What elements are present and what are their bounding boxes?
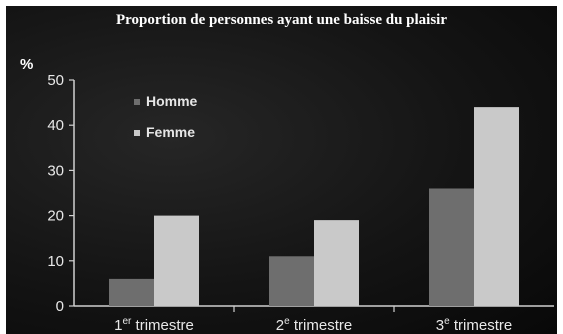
x-tick-label: 2e trimestre [276,316,352,334]
legend-label-homme: Homme [146,93,198,109]
legend-swatch-homme [134,99,140,105]
y-axis-label: % [20,56,34,73]
y-tick-label: 30 [47,162,64,179]
legend-swatch-femme [134,130,140,136]
y-tick-label: 40 [47,117,64,134]
y-tick-label: 50 [47,72,64,89]
x-tick-label: 3e trimestre [436,316,512,334]
y-tick-label: 20 [47,208,64,225]
x-tick-label: 1er trimestre [114,316,194,334]
bar-homme [269,256,314,306]
y-tick-label: 0 [56,298,64,315]
bar-homme [429,188,474,306]
bar-femme [474,107,519,307]
chart-title: Proportion de personnes ayant une baisse… [115,12,448,28]
bar-chart: 0 10 20 30 40 50 1er trimestre 2e trimestre 3e t… [47,72,554,334]
legend-label-femme: Femme [146,124,195,140]
bar-homme [109,278,154,306]
bar-femme [314,220,359,306]
y-tick-label: 10 [47,253,64,270]
chart-frame: Proportion de personnes ayant une baisse… [6,6,557,334]
bar-femme [154,215,199,306]
